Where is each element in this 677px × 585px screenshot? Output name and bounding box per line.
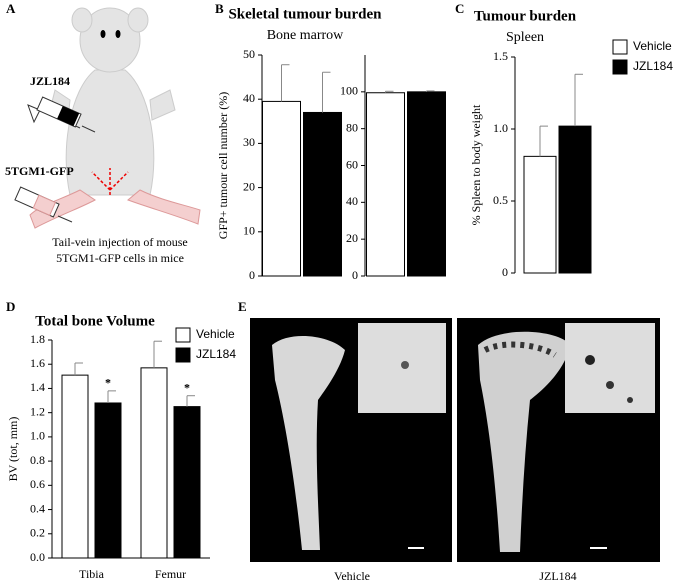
diagram-label: 5TGM1-GFP	[5, 164, 74, 178]
y-tick-label: 50	[243, 47, 255, 61]
chart-subtitle: Spleen	[506, 30, 544, 45]
diagram-caption: Tail-vein injection of mouse	[52, 235, 187, 249]
bar	[366, 92, 405, 277]
y-tick-label: 80	[346, 120, 358, 134]
bar	[407, 91, 446, 277]
legend-swatch	[612, 39, 628, 55]
panel-letter: C	[455, 1, 464, 16]
y-tick-label: 20	[243, 179, 255, 193]
y-tick-label: 0.5	[493, 193, 508, 207]
y-tick-label: 0	[352, 268, 358, 282]
y-tick-label: 0.8	[30, 453, 45, 467]
legend-swatch	[175, 347, 191, 363]
y-tick-label: 0.2	[30, 526, 45, 540]
y-tick-label: 10	[243, 224, 255, 238]
micro-ct-images	[250, 318, 660, 562]
y-axis-label: BV (tot, mm)	[6, 417, 20, 482]
significance-marker: *	[184, 380, 190, 394]
y-tick-label: 1.0	[30, 429, 45, 443]
chart-title: Skeletal tumour burden	[228, 6, 382, 22]
legend-label: JZL184	[633, 59, 673, 73]
y-tick-label: 1.8	[30, 332, 45, 346]
panel-letter: A	[6, 1, 16, 16]
y-tick-label: 40	[346, 194, 358, 208]
bar	[523, 155, 557, 274]
panel-letter: D	[6, 299, 15, 314]
bar	[140, 367, 168, 559]
chart-title: Total bone Volume	[35, 313, 155, 329]
y-tick-label: 0	[502, 265, 508, 279]
y-tick-label: 30	[243, 135, 255, 149]
bar	[94, 402, 122, 559]
bar	[61, 374, 89, 559]
bar	[303, 111, 342, 277]
y-axis-label: % Spleen to body weight	[469, 104, 483, 225]
x-tick-label: Tibia	[79, 567, 105, 581]
y-tick-label: 60	[346, 157, 358, 171]
y-tick-label: 40	[243, 91, 255, 105]
bar	[262, 100, 301, 277]
image-label: Vehicle	[334, 569, 370, 583]
legend-label: Vehicle	[196, 327, 235, 341]
image-label: JZL184	[539, 569, 576, 583]
y-tick-label: 100	[340, 84, 358, 98]
legend-swatch	[175, 327, 191, 343]
y-tick-label: 0.0	[30, 550, 45, 564]
diagram-caption: 5TGM1-GFP cells in mice	[56, 251, 184, 265]
panel-letter: B	[215, 1, 224, 16]
bar	[173, 406, 201, 559]
y-tick-label: 1.6	[30, 356, 45, 370]
y-axis-label: GFP+ tumour cell number (%)	[216, 92, 230, 239]
y-tick-label: 1.5	[493, 49, 508, 63]
legend-label: JZL184	[196, 347, 236, 361]
bar	[558, 125, 592, 274]
y-tick-label: 0	[249, 268, 255, 282]
y-tick-label: 1.0	[493, 121, 508, 135]
legend-label: Vehicle	[633, 39, 672, 53]
legend-swatch	[612, 59, 628, 75]
diagram-label: JZL184	[30, 74, 70, 88]
significance-marker: *	[105, 376, 111, 390]
mouse-diagram	[14, 7, 201, 229]
y-tick-label: 20	[346, 231, 358, 245]
y-tick-label: 1.2	[30, 404, 45, 418]
y-tick-label: 1.4	[30, 380, 45, 394]
y-axis-label: Tumour size (%)	[319, 125, 333, 206]
y-tick-label: 0.6	[30, 477, 45, 491]
panel-letter: E	[238, 299, 247, 314]
x-tick-label: Femur	[155, 567, 186, 581]
chart-title: Tumour burden	[474, 8, 577, 24]
y-tick-label: 0.4	[30, 501, 45, 515]
chart-subtitle: Bone marrow	[267, 28, 344, 43]
